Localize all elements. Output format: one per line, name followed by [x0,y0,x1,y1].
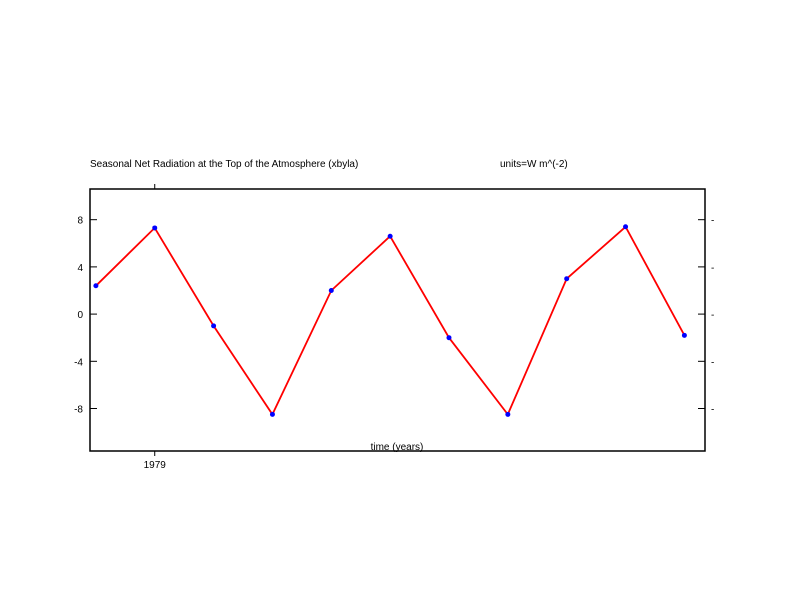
data-point-0-4 [328,287,334,293]
y-tick-label-left-1: 4 [77,263,83,274]
data-point-0-3 [269,411,275,417]
data-point-0-8 [564,276,570,282]
y-tick-label-right-1: - [711,263,714,274]
y-tick-label-left-3: -4 [74,357,83,368]
series-line-0 [95,225,686,417]
data-point-0-10 [681,332,687,338]
x-axis-label: time (years) [371,442,424,453]
y-tick-label-right-2: - [711,310,714,321]
x-tick-label-0: 1979 [144,460,167,471]
plot-frame [89,188,706,452]
data-point-0-1 [152,225,158,231]
data-point-0-2 [211,323,217,329]
y-tick-label-left-0: 8 [77,216,83,227]
data-point-0-5 [387,233,393,239]
y-tick-label-right-0: - [711,216,714,227]
chart-title: Seasonal Net Radiation at the Top of the… [90,159,358,170]
series-layer [93,224,687,417]
y-tick-label-right-3: - [711,357,714,368]
y-tick-label-left-4: -8 [74,405,83,416]
y-tick-label-right-4: - [711,405,714,416]
data-point-0-6 [446,335,452,341]
data-point-0-0 [93,283,99,289]
data-point-0-7 [505,411,511,417]
y-axis: 8 -4 -0 --4 --8- [74,216,714,416]
units-label: units=W m^(-2) [500,159,568,170]
y-tick-label-left-2: 0 [77,310,83,321]
x-axis: 1979 [144,184,167,471]
data-point-0-9 [623,224,629,230]
